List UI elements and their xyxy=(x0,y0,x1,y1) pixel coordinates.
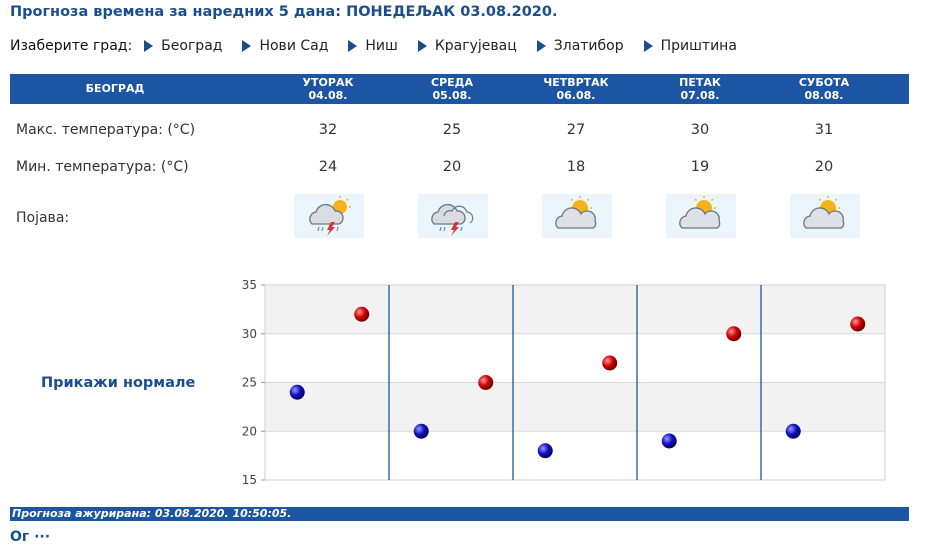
max-temp-point xyxy=(602,355,618,371)
city-selector-label: Изаберите град: xyxy=(10,38,133,54)
min-temp-value: 19 xyxy=(690,159,710,175)
city-selector: Изаберите град: Београд Нови Сад Ниш Кра… xyxy=(10,38,757,54)
arrow-right-icon xyxy=(417,40,427,52)
min-temp-label: Мин. температура: (°C) xyxy=(16,159,189,175)
arrow-right-icon xyxy=(144,40,154,52)
day-header: ПЕТАК 07.08. xyxy=(679,76,721,102)
max-temp-label: Макс. температура: (°C) xyxy=(16,122,196,138)
city-header: БЕОГРАД xyxy=(85,82,145,95)
min-temp-point xyxy=(413,423,429,439)
max-temp-value: 25 xyxy=(442,122,462,138)
max-temp-value: 32 xyxy=(318,122,338,138)
max-temp-point xyxy=(726,326,742,342)
day-header: СУБОТА 08.08. xyxy=(798,76,850,102)
forecast-header-bar: БЕОГРАД УТОРАК 04.08. СРЕДА 05.08. ЧЕТВРТА… xyxy=(10,74,909,104)
chart-band xyxy=(265,333,885,383)
day-header: ЧЕТВРТАК 06.08. xyxy=(543,76,609,102)
city-link-nis[interactable]: Ниш xyxy=(348,38,398,54)
storm-icon xyxy=(418,194,488,238)
min-temp-value: 24 xyxy=(318,159,338,175)
day-header: УТОРАК 04.08. xyxy=(302,76,354,102)
day-header: СРЕДА 05.08. xyxy=(431,76,473,102)
show-normals-link[interactable]: Прикажи нормале xyxy=(41,375,196,391)
city-link-kragujevac[interactable]: Крагујевац xyxy=(417,38,517,54)
y-tick-label: 20 xyxy=(242,424,257,438)
max-temp-point xyxy=(850,316,866,332)
arrow-right-icon xyxy=(643,40,653,52)
partly-cloudy-icon xyxy=(542,194,612,238)
city-link-zlatibor[interactable]: Златибор xyxy=(536,38,624,54)
max-temp-value: 31 xyxy=(814,122,834,138)
partly-cloudy-icon xyxy=(790,194,860,238)
arrow-right-icon xyxy=(348,40,358,52)
chart-band xyxy=(265,382,885,432)
max-temp-value: 30 xyxy=(690,122,710,138)
max-temp-value: 27 xyxy=(566,122,586,138)
storm-icon xyxy=(294,194,364,238)
city-link-beograd[interactable]: Београд xyxy=(144,38,222,54)
page-title: Прогноза времена за наредних 5 дана: ПОН… xyxy=(10,4,558,20)
arrow-right-icon xyxy=(242,40,252,52)
partly-cloudy-icon xyxy=(666,194,736,238)
city-link-pristina[interactable]: Приштина xyxy=(643,38,737,54)
max-temp-point xyxy=(478,375,494,390)
phenomenon-label: Појава: xyxy=(16,210,70,226)
chart-band xyxy=(265,431,885,480)
min-temp-value: 18 xyxy=(566,159,586,175)
y-tick-label: 30 xyxy=(242,327,257,341)
forecast-updated-footer: Прогноза ажурирана: 03.08.2020. 10:50:05… xyxy=(10,507,909,521)
chart-band xyxy=(265,285,885,334)
temperature-chart: 35 30 25 20 15 xyxy=(242,278,886,487)
y-tick-label: 35 xyxy=(242,278,257,292)
min-temp-point xyxy=(537,443,553,459)
y-tick-label: 15 xyxy=(242,473,257,487)
min-temp-value: 20 xyxy=(814,159,834,175)
truncated-heading: Ог ··· xyxy=(10,529,51,545)
min-temp-value: 20 xyxy=(442,159,462,175)
y-tick-label: 25 xyxy=(242,376,257,390)
min-temp-point xyxy=(661,433,677,449)
min-temp-point xyxy=(785,423,801,439)
min-temp-point xyxy=(289,384,305,400)
arrow-right-icon xyxy=(536,40,546,52)
max-temp-point xyxy=(354,306,370,322)
city-link-novi-sad[interactable]: Нови Сад xyxy=(242,38,328,54)
